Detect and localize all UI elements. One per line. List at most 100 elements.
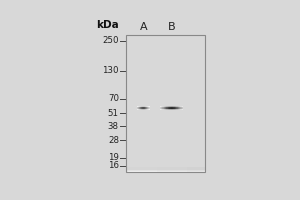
Text: 51: 51 — [108, 109, 119, 118]
Bar — [157, 167, 187, 170]
Bar — [126, 169, 205, 172]
Bar — [128, 169, 158, 171]
Bar — [157, 167, 187, 170]
Bar — [128, 169, 158, 171]
Bar — [126, 168, 205, 170]
Text: 28: 28 — [108, 136, 119, 145]
Bar — [126, 169, 205, 172]
Bar — [157, 168, 187, 170]
Bar — [157, 169, 187, 172]
Text: 70: 70 — [108, 94, 119, 103]
Bar — [126, 167, 205, 170]
Bar — [128, 168, 158, 171]
Text: 130: 130 — [102, 66, 119, 75]
Bar — [128, 168, 158, 170]
Bar — [126, 170, 205, 172]
Bar — [157, 168, 187, 171]
Bar — [126, 169, 205, 171]
Bar — [126, 168, 205, 171]
Bar — [157, 168, 187, 170]
Bar — [128, 169, 158, 172]
Bar — [126, 169, 205, 171]
Bar — [157, 169, 187, 172]
Bar — [128, 168, 158, 170]
Bar — [128, 169, 158, 171]
Bar — [126, 168, 205, 171]
Bar — [126, 169, 205, 171]
Bar — [128, 169, 158, 171]
Bar — [157, 168, 187, 171]
Bar — [126, 169, 205, 171]
Bar — [157, 168, 187, 170]
Bar — [126, 169, 205, 172]
Bar — [126, 168, 205, 170]
Bar — [126, 169, 205, 171]
Bar — [128, 169, 158, 172]
Bar — [157, 169, 187, 171]
Bar — [157, 168, 187, 171]
Bar — [128, 168, 158, 170]
Bar — [126, 168, 205, 170]
Text: 250: 250 — [102, 36, 119, 45]
Bar — [126, 169, 205, 172]
Bar — [126, 167, 205, 170]
Bar — [128, 169, 158, 171]
Bar — [128, 168, 158, 170]
Bar — [126, 168, 205, 170]
Bar — [126, 168, 205, 171]
Bar — [128, 169, 158, 171]
Bar — [157, 168, 187, 170]
Bar — [157, 168, 187, 170]
Bar — [126, 169, 205, 171]
Text: A: A — [140, 22, 147, 32]
Bar — [126, 169, 205, 172]
Bar — [157, 169, 187, 172]
Bar — [157, 169, 187, 172]
Bar — [128, 169, 158, 172]
Bar — [157, 169, 187, 172]
Bar — [126, 169, 205, 171]
Bar — [126, 169, 205, 171]
Bar — [126, 168, 205, 171]
Bar — [157, 169, 187, 172]
Bar — [126, 169, 205, 172]
Bar — [126, 35, 205, 172]
Bar — [157, 169, 187, 171]
Bar — [126, 169, 205, 171]
Bar — [126, 168, 205, 170]
Bar — [128, 168, 158, 171]
Bar — [157, 169, 187, 171]
Bar — [128, 168, 158, 170]
Bar — [128, 168, 158, 170]
Bar — [126, 169, 205, 171]
Bar — [128, 168, 158, 170]
Bar — [128, 169, 158, 171]
Bar — [157, 168, 187, 170]
Bar — [126, 168, 205, 170]
Bar — [128, 169, 158, 171]
Bar — [126, 168, 205, 170]
Bar — [128, 168, 158, 170]
Bar — [157, 168, 187, 170]
Bar — [128, 169, 158, 172]
Text: 38: 38 — [108, 122, 119, 131]
Bar — [157, 168, 187, 171]
Bar — [157, 168, 187, 170]
Bar — [128, 168, 158, 170]
Bar — [128, 169, 158, 171]
Bar — [128, 168, 158, 170]
Bar — [126, 168, 205, 171]
Bar — [126, 168, 205, 171]
Bar — [128, 170, 158, 172]
Bar — [126, 167, 205, 170]
Text: 16: 16 — [108, 161, 119, 170]
Bar — [128, 170, 158, 172]
Bar — [128, 168, 158, 170]
Bar — [157, 169, 187, 171]
Bar — [128, 169, 158, 171]
Bar — [128, 167, 158, 170]
Bar — [128, 168, 158, 170]
Bar — [126, 168, 205, 170]
Bar — [128, 167, 158, 170]
Bar — [128, 169, 158, 171]
